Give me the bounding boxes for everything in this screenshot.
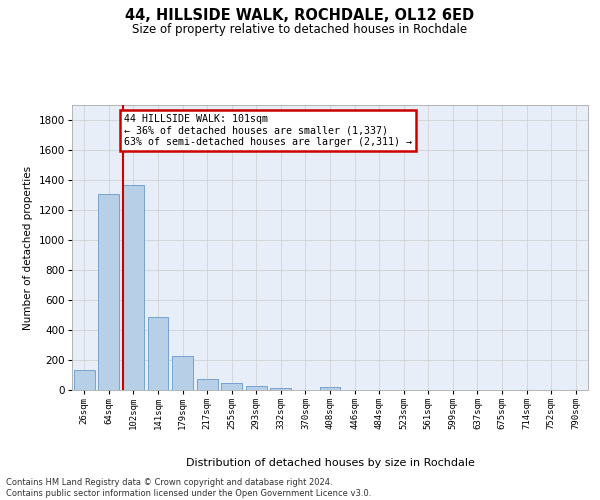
Bar bbox=[148, 318, 169, 390]
Bar bbox=[172, 356, 193, 390]
Text: Size of property relative to detached houses in Rochdale: Size of property relative to detached ho… bbox=[133, 22, 467, 36]
Text: 44, HILLSIDE WALK, ROCHDALE, OL12 6ED: 44, HILLSIDE WALK, ROCHDALE, OL12 6ED bbox=[125, 8, 475, 22]
Bar bbox=[197, 379, 218, 390]
Text: Distribution of detached houses by size in Rochdale: Distribution of detached houses by size … bbox=[185, 458, 475, 468]
Bar bbox=[221, 383, 242, 390]
Bar bbox=[271, 388, 292, 390]
Bar bbox=[320, 387, 340, 390]
Bar bbox=[98, 194, 119, 390]
Bar bbox=[123, 184, 144, 390]
Bar bbox=[246, 386, 267, 390]
Text: Contains HM Land Registry data © Crown copyright and database right 2024.
Contai: Contains HM Land Registry data © Crown c… bbox=[6, 478, 371, 498]
Text: 44 HILLSIDE WALK: 101sqm
← 36% of detached houses are smaller (1,337)
63% of sem: 44 HILLSIDE WALK: 101sqm ← 36% of detach… bbox=[124, 114, 412, 147]
Bar bbox=[74, 370, 95, 390]
Y-axis label: Number of detached properties: Number of detached properties bbox=[23, 166, 33, 330]
